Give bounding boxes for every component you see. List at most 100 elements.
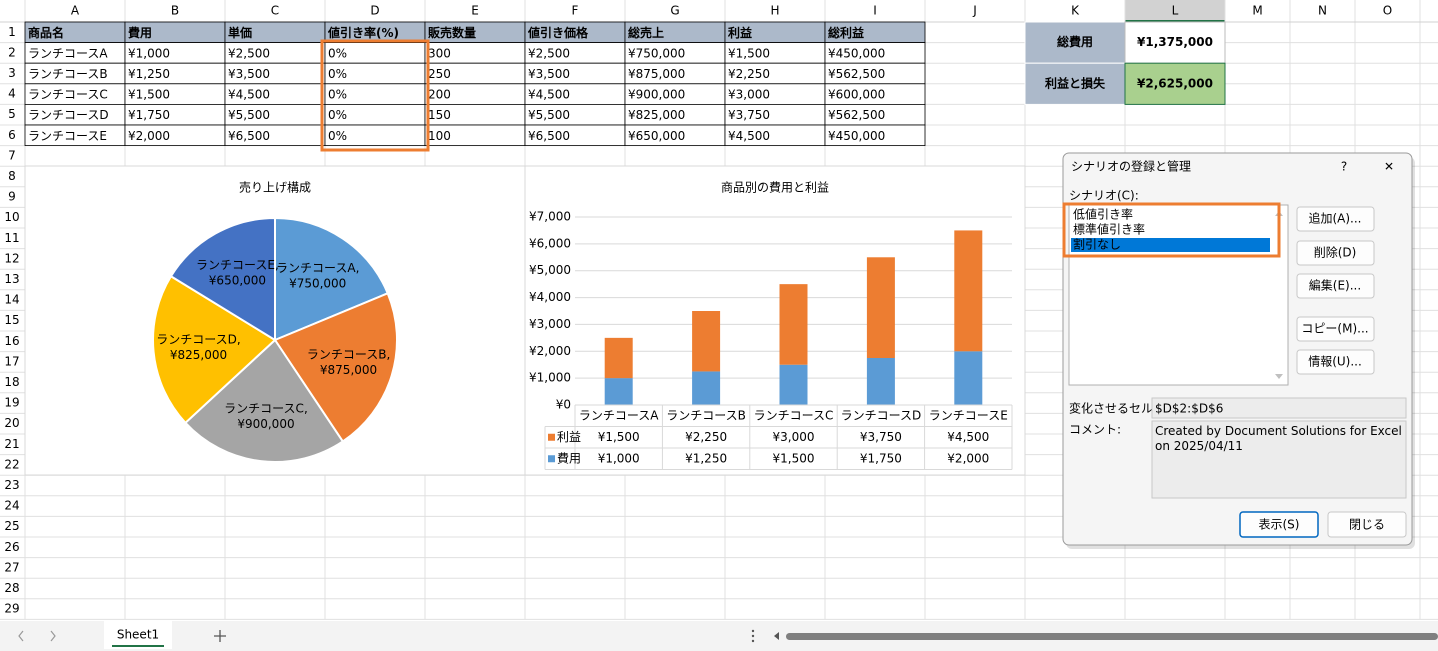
- dialog-button-label: 閉じる: [1349, 518, 1385, 532]
- sheet-tab[interactable]: [104, 621, 172, 649]
- add-sheet[interactable]: [214, 630, 226, 642]
- help-button[interactable]: ?: [1341, 160, 1347, 174]
- scenario-list[interactable]: [1068, 204, 1289, 386]
- data-table-value: ¥2,000: [947, 451, 989, 465]
- column-header[interactable]: L: [1172, 4, 1179, 18]
- row-header[interactable]: 9: [8, 190, 16, 204]
- cell-text: ¥1,000: [128, 46, 170, 60]
- list-label: シナリオ(C):: [1069, 189, 1139, 203]
- row-header[interactable]: 13: [4, 272, 19, 286]
- row-header[interactable]: 24: [4, 499, 19, 513]
- side-button[interactable]: [1296, 273, 1375, 299]
- chart-title: 商品別の費用と利益: [721, 180, 829, 195]
- row-header[interactable]: 2: [8, 45, 16, 59]
- row-header[interactable]: 20: [4, 416, 19, 430]
- cell-text: ¥3,000: [728, 88, 770, 102]
- column-header[interactable]: H: [770, 4, 779, 18]
- comment-field: [1151, 420, 1407, 499]
- column-header[interactable]: G: [670, 4, 679, 18]
- slice-label: ランチコースB,: [307, 347, 390, 361]
- cell-text: ¥650,000: [628, 129, 685, 143]
- row-header[interactable]: 22: [4, 457, 19, 471]
- data-table-value: ¥3,750: [860, 430, 902, 444]
- column-header[interactable]: I: [873, 4, 877, 18]
- scroll-left[interactable]: [774, 632, 779, 640]
- pie-slice: [169, 216, 276, 342]
- column-header[interactable]: B: [171, 4, 179, 18]
- column-header[interactable]: M: [1252, 4, 1262, 18]
- cell[interactable]: [824, 124, 926, 147]
- side-button[interactable]: [1296, 240, 1375, 266]
- column-header[interactable]: N: [1318, 4, 1327, 18]
- row-header[interactable]: 16: [4, 334, 19, 348]
- slice-value-label: ¥650,000: [209, 273, 266, 287]
- row-header[interactable]: 4: [8, 87, 16, 101]
- slice-separator: ,: [237, 332, 241, 346]
- dialog-button[interactable]: [1239, 511, 1319, 538]
- horizontal-scrollbar[interactable]: [786, 633, 1438, 640]
- dialog-button[interactable]: [1327, 511, 1407, 538]
- prev-sheet[interactable]: [18, 630, 24, 642]
- row-header[interactable]: 28: [4, 581, 19, 595]
- scenario-item[interactable]: 標準値引き率: [1073, 222, 1145, 237]
- data-table-value: ¥1,000: [598, 451, 640, 465]
- summary-value-cell[interactable]: [1124, 21, 1226, 64]
- slice-label: ランチコースD,: [156, 332, 240, 346]
- row-header[interactable]: 19: [4, 396, 19, 410]
- x-tick-label: ランチコースA: [579, 408, 659, 422]
- column-header[interactable]: D: [370, 4, 379, 18]
- row-header[interactable]: 25: [4, 519, 19, 533]
- side-button[interactable]: [1296, 206, 1375, 232]
- row-header[interactable]: 3: [8, 66, 16, 80]
- row-header[interactable]: 1: [8, 25, 16, 39]
- side-button[interactable]: [1296, 316, 1375, 342]
- row-header[interactable]: 7: [8, 148, 16, 162]
- chart-area[interactable]: [524, 165, 1026, 476]
- column-header[interactable]: C: [271, 4, 279, 18]
- row-header[interactable]: 14: [4, 293, 19, 307]
- row-header[interactable]: 18: [4, 375, 19, 389]
- row-header[interactable]: 27: [4, 560, 19, 574]
- column-header[interactable]: K: [1071, 4, 1080, 18]
- changing-cells-label: 変化させるセル:: [1069, 401, 1157, 416]
- row-header[interactable]: 10: [4, 210, 19, 224]
- bar-segment: [954, 230, 983, 352]
- cell-text: ¥1,500: [728, 46, 770, 60]
- header-text: 総売上: [628, 25, 664, 40]
- row-header[interactable]: 5: [8, 107, 16, 121]
- row-header[interactable]: 21: [4, 437, 19, 451]
- cell-text: ¥450,000: [828, 46, 885, 60]
- row-header[interactable]: 12: [4, 251, 19, 265]
- row-header[interactable]: 11: [4, 231, 19, 245]
- menu-dot: [751, 629, 755, 633]
- row-header[interactable]: 17: [4, 354, 19, 368]
- column-header[interactable]: A: [71, 4, 80, 18]
- side-button[interactable]: [1296, 349, 1375, 375]
- header-text: 総利益: [828, 25, 864, 40]
- column-header-selected: [1125, 0, 1225, 22]
- row-header[interactable]: 15: [4, 313, 19, 327]
- slice-category: ランチコースE: [196, 257, 275, 271]
- row-header[interactable]: 8: [8, 169, 16, 183]
- scenario-item[interactable]: 割引なし: [1073, 237, 1121, 252]
- scenario-item[interactable]: 低値引き率: [1073, 207, 1133, 222]
- menu-dot: [751, 634, 755, 638]
- selected-item: [1071, 238, 1270, 252]
- column-header[interactable]: O: [1383, 4, 1392, 18]
- sheet-tab-label: Sheet1: [117, 628, 159, 642]
- row-header[interactable]: 6: [8, 128, 16, 142]
- summary-value-cell[interactable]: [1124, 62, 1226, 105]
- column-header[interactable]: E: [471, 4, 479, 18]
- column-header[interactable]: F: [572, 4, 579, 18]
- row-header[interactable]: 26: [4, 540, 19, 554]
- row-header[interactable]: 23: [4, 478, 19, 492]
- row-header[interactable]: 29: [4, 602, 19, 616]
- legend-label: 利益: [557, 430, 581, 444]
- pie-slice: [152, 274, 277, 425]
- close-button[interactable]: ✕: [1384, 160, 1394, 174]
- column-header[interactable]: J: [972, 4, 977, 18]
- y-tick-label: ¥7,000: [529, 210, 571, 224]
- next-sheet[interactable]: [50, 630, 56, 642]
